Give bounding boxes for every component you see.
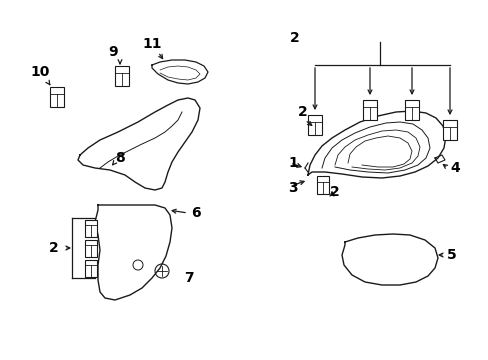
Text: 6: 6 <box>191 206 201 220</box>
Bar <box>362 100 376 120</box>
Bar <box>316 176 328 194</box>
Bar <box>85 239 97 256</box>
Text: 9: 9 <box>108 45 118 59</box>
Text: 10: 10 <box>30 65 50 79</box>
Text: 4: 4 <box>449 161 459 175</box>
Bar <box>404 100 418 120</box>
Text: 2: 2 <box>289 31 299 45</box>
Text: 7: 7 <box>184 271 193 285</box>
Bar <box>307 115 321 135</box>
Bar <box>442 120 456 140</box>
Text: 2: 2 <box>329 185 339 199</box>
Text: 8: 8 <box>115 151 124 165</box>
Text: 2: 2 <box>49 241 59 255</box>
Bar <box>115 66 129 86</box>
Bar <box>50 87 64 107</box>
Bar <box>85 220 97 237</box>
Text: 5: 5 <box>446 248 456 262</box>
Text: 2: 2 <box>298 105 307 119</box>
Text: 11: 11 <box>142 37 162 51</box>
Bar <box>85 260 97 276</box>
Text: 3: 3 <box>287 181 297 195</box>
Text: 1: 1 <box>287 156 297 170</box>
